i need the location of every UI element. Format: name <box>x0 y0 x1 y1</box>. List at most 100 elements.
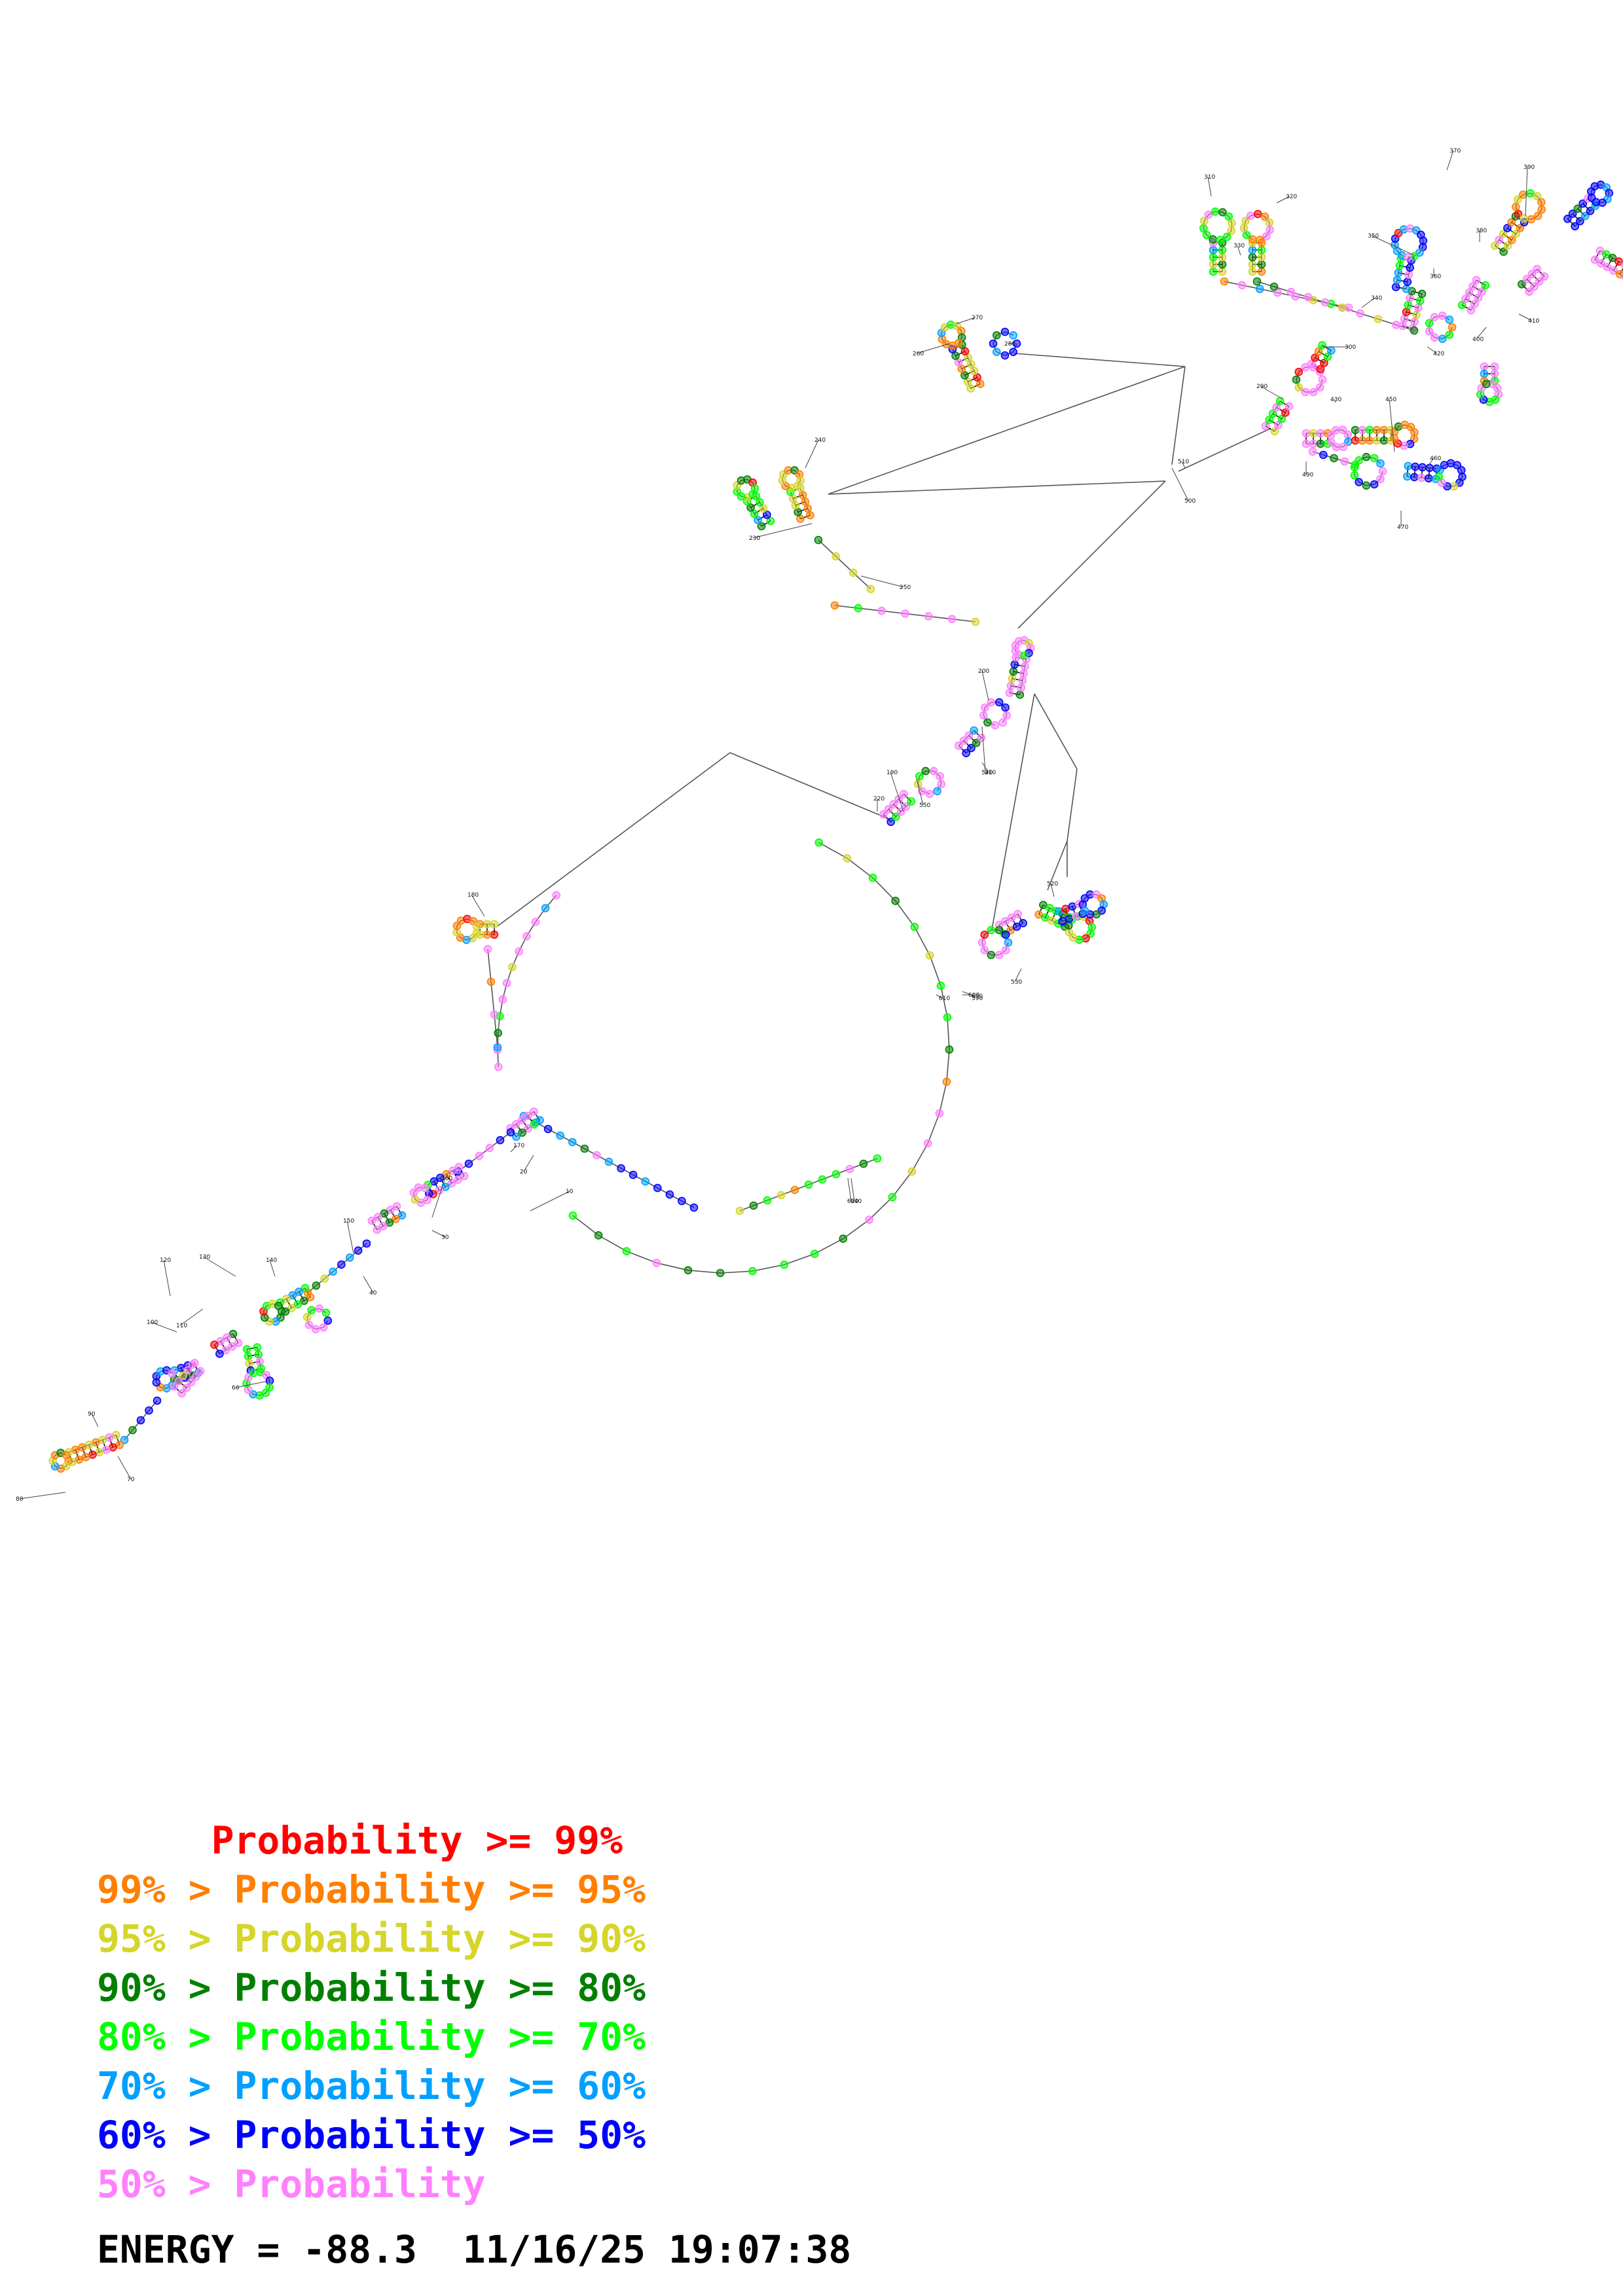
nucleotide <box>886 817 895 826</box>
nucleotide <box>1425 319 1434 328</box>
residue-label: 20 <box>520 1169 528 1175</box>
nucleotide <box>1307 359 1316 368</box>
nucleotide <box>1533 211 1542 221</box>
nucleotide <box>1256 285 1264 293</box>
nucleotide <box>894 795 903 804</box>
nucleotide <box>442 1170 451 1179</box>
label-tick <box>523 1155 534 1172</box>
nucleotide <box>1537 198 1546 207</box>
nucleotide <box>1425 463 1434 473</box>
long-backbone-line <box>1067 768 1078 842</box>
nucleotide <box>244 1352 253 1361</box>
nucleotide <box>1362 481 1371 490</box>
nucleotide <box>282 1295 291 1303</box>
nucleotide <box>921 766 930 776</box>
nucleotide <box>1615 270 1623 279</box>
nucleotide <box>754 516 762 524</box>
nucleotide <box>274 1302 283 1310</box>
nucleotide <box>1355 478 1363 486</box>
long-backbone-line <box>1047 840 1068 891</box>
nucleotide <box>1308 447 1317 456</box>
nucleotide <box>1270 427 1279 436</box>
nucleotide <box>1005 689 1014 697</box>
nucleotide <box>803 504 812 513</box>
label-tick <box>890 772 904 812</box>
nucleotide <box>763 511 771 519</box>
nucleotide <box>420 1183 429 1193</box>
label-tick <box>1181 461 1186 469</box>
label-tick <box>936 994 943 999</box>
label-tick <box>1423 457 1434 472</box>
nucleotide <box>900 789 908 798</box>
label-tick <box>805 439 819 469</box>
nucleotide <box>392 1215 400 1223</box>
nucleotide <box>1013 910 1022 918</box>
nucleotide <box>907 797 916 806</box>
nucleotide <box>454 1175 462 1184</box>
nucleotide <box>1533 264 1541 274</box>
nucleotide <box>1603 262 1612 272</box>
nucleotide <box>1414 303 1423 312</box>
residue-label: 260 <box>913 351 924 357</box>
nucleotide <box>410 1195 420 1204</box>
nucleotide <box>970 367 979 376</box>
nucleotide <box>798 490 807 499</box>
nucleotide <box>629 1170 638 1179</box>
residue-label: 430 <box>1330 397 1341 403</box>
nucleotide <box>1252 277 1262 286</box>
nucleotide <box>345 1253 354 1262</box>
nucleotide <box>512 1120 520 1128</box>
nucleotide <box>796 514 805 524</box>
nucleotide <box>641 1177 650 1186</box>
nucleotide <box>245 1359 254 1368</box>
nucleotide <box>959 736 968 745</box>
label-tick <box>860 575 904 588</box>
label-tick <box>1525 166 1528 217</box>
nucleotide <box>496 1136 505 1145</box>
backbone-connectors <box>497 353 1271 930</box>
nucleotide <box>429 1177 439 1186</box>
residue-label: 640 <box>850 1198 862 1205</box>
nucleotide <box>483 944 492 954</box>
nucleotide <box>979 711 988 720</box>
nucleotide <box>814 535 823 545</box>
nucleotide <box>1321 298 1330 307</box>
nucleotide <box>845 1164 854 1174</box>
label-tick <box>1050 883 1055 897</box>
nucleotide <box>1614 257 1623 266</box>
residue-label: 300 <box>1345 344 1356 351</box>
nucleotide <box>1609 266 1618 275</box>
nucleotide <box>174 1376 183 1386</box>
nucleotide <box>1395 261 1404 270</box>
label-tick <box>346 1220 354 1254</box>
nucleotide <box>1019 919 1027 927</box>
nucleotide <box>1390 434 1398 442</box>
nucleotide <box>1448 323 1457 332</box>
label-tick <box>981 670 989 701</box>
residue-label: 120 <box>160 1257 171 1264</box>
nucleotide <box>689 1203 699 1212</box>
residue-label: 230 <box>749 535 760 542</box>
nucleotide <box>78 1443 86 1452</box>
backbone-segment <box>843 1219 870 1240</box>
nucleotide <box>1218 253 1227 262</box>
nucleotide <box>191 1372 200 1381</box>
nucleotide <box>1065 927 1074 937</box>
nucleotide <box>604 1157 613 1166</box>
nucleotide <box>244 1372 253 1382</box>
nucleotide <box>568 1138 577 1147</box>
nucleotide <box>1309 387 1318 397</box>
nucleotide <box>1008 674 1017 683</box>
residue-label: 170 <box>513 1143 524 1149</box>
nucleotide <box>865 1215 873 1224</box>
nucleotide <box>1058 917 1067 925</box>
nucleotide <box>1273 288 1282 297</box>
nucleotide <box>962 749 970 757</box>
label-tick <box>510 1145 518 1153</box>
nucleotide <box>989 339 998 348</box>
nucleotide <box>652 1259 661 1267</box>
nucleotide <box>1015 691 1025 699</box>
nucleotide <box>964 353 972 363</box>
nucleotide <box>354 1246 363 1255</box>
nucleotide <box>329 1267 337 1276</box>
